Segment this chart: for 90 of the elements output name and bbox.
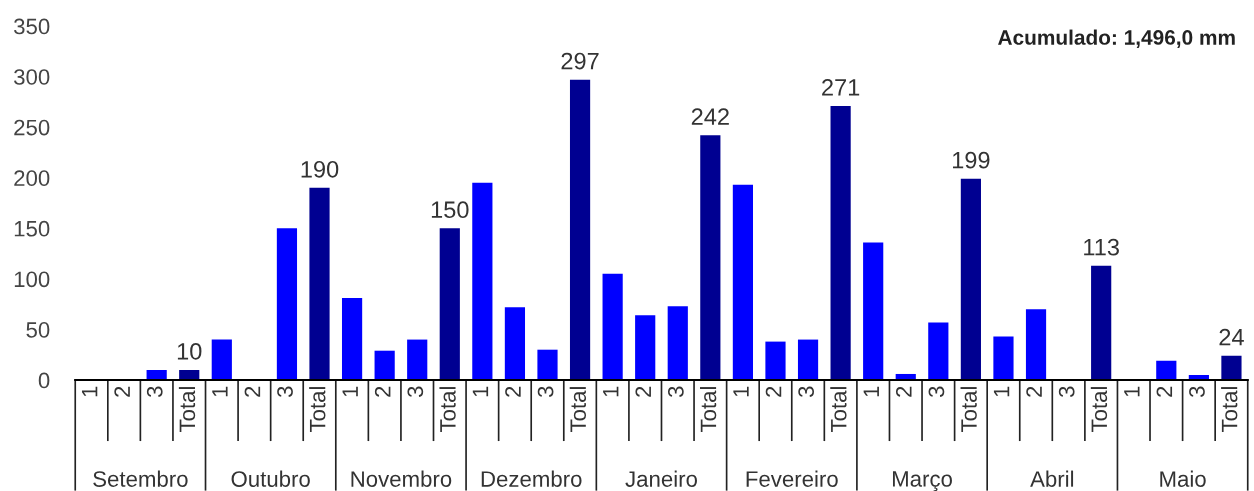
text: Novembro [351, 470, 452, 487]
x-tick-label: 1 [342, 386, 358, 397]
x-tick-label: 2 [114, 386, 130, 397]
bar [537, 349, 558, 381]
x-tick-label: 2 [374, 386, 391, 397]
bar [732, 184, 753, 381]
x-tick-label: 3 [146, 386, 163, 398]
bar [569, 79, 591, 381]
text: Abril [1030, 470, 1074, 487]
bar [928, 322, 949, 381]
data-label: 150 [431, 201, 469, 219]
x-tick-label: 3 [798, 386, 815, 398]
bar [374, 350, 395, 381]
bar [1221, 355, 1242, 381]
x-tick-label: Total [699, 387, 717, 433]
bar [830, 105, 851, 381]
text: Maio [1160, 470, 1206, 487]
data-label: 190 [301, 160, 339, 178]
x-tick-label: 2 [1026, 386, 1042, 397]
data-label: 297 [561, 52, 599, 70]
bar [276, 228, 298, 381]
x-tick-label: 1 [81, 386, 98, 397]
x-tick-label: 3 [277, 386, 293, 398]
text: Dezembro [481, 470, 582, 487]
bar [700, 135, 721, 381]
bar [211, 339, 232, 381]
bar [341, 298, 363, 381]
y-tick-label: 200 [14, 170, 50, 187]
text: Outubro [231, 470, 310, 487]
x-tick-label: Total [1221, 387, 1238, 433]
data-label: 242 [691, 108, 729, 125]
x-tick-label: 3 [1058, 386, 1075, 398]
text: Março [892, 471, 952, 491]
x-tick-label: 2 [635, 386, 651, 397]
x-tick-label: 2 [505, 386, 521, 397]
bar [635, 315, 656, 381]
data-label: 24 [1219, 328, 1244, 346]
x-tick-label: 3 [928, 386, 945, 398]
bar [765, 341, 786, 381]
y-tick-label: 150 [14, 220, 50, 237]
text: Fevereiro [746, 470, 838, 487]
x-tick-label: Total [439, 387, 456, 433]
data-label: 10 [177, 342, 202, 360]
x-tick-label: Total [309, 387, 326, 433]
bar [407, 339, 428, 381]
bar [602, 273, 623, 381]
bar [667, 306, 688, 381]
x-tick-label: 2 [765, 386, 782, 397]
x-tick-label: Total [178, 387, 196, 433]
x-tick-label: 1 [603, 386, 619, 397]
y-tick-label: 0 [38, 372, 50, 389]
x-tick-label: Total [960, 387, 977, 433]
x-tick-label: 3 [668, 386, 684, 398]
y-tick-label: 350 [14, 18, 50, 35]
x-tick-label: 3 [407, 386, 424, 398]
bar [993, 336, 1014, 381]
bar [1091, 265, 1112, 381]
bar [439, 228, 460, 381]
data-label: 199 [953, 151, 990, 169]
bar [1025, 309, 1047, 381]
x-tick-label: 3 [1189, 386, 1205, 398]
bar [1156, 360, 1177, 381]
x-tick-label: 1 [1124, 386, 1140, 397]
x-tick-label: Total [569, 387, 587, 433]
x-tick-label: 2 [1156, 386, 1173, 397]
y-tick-label: 300 [14, 69, 50, 85]
text: Janeiro [625, 470, 697, 487]
bar [797, 339, 819, 381]
y-tick-label: 100 [14, 271, 50, 288]
data-label: 271 [822, 78, 860, 96]
x-tick-label: Total [1090, 387, 1108, 433]
text: Setembro [93, 470, 188, 487]
bar [504, 307, 526, 381]
x-tick-label: 1 [472, 386, 489, 397]
bar [960, 178, 981, 381]
x-tick-label: Total [830, 387, 847, 433]
bar [472, 182, 493, 381]
x-tick-label: 1 [863, 386, 879, 397]
x-tick-label: 2 [244, 386, 261, 397]
bar [863, 242, 884, 381]
y-tick-label: 250 [14, 119, 50, 136]
annotation: Acumulado: 1,496,0 mm [998, 29, 1235, 48]
x-tick-label: 2 [895, 386, 912, 397]
x-tick-label: 1 [993, 386, 1010, 397]
x-tick-label: 3 [537, 386, 554, 398]
y-tick-label: 50 [26, 322, 50, 338]
data-label: 113 [1084, 238, 1119, 256]
x-tick-label: 1 [212, 386, 228, 397]
x-tick-label: 1 [733, 386, 749, 397]
bar [309, 187, 330, 381]
